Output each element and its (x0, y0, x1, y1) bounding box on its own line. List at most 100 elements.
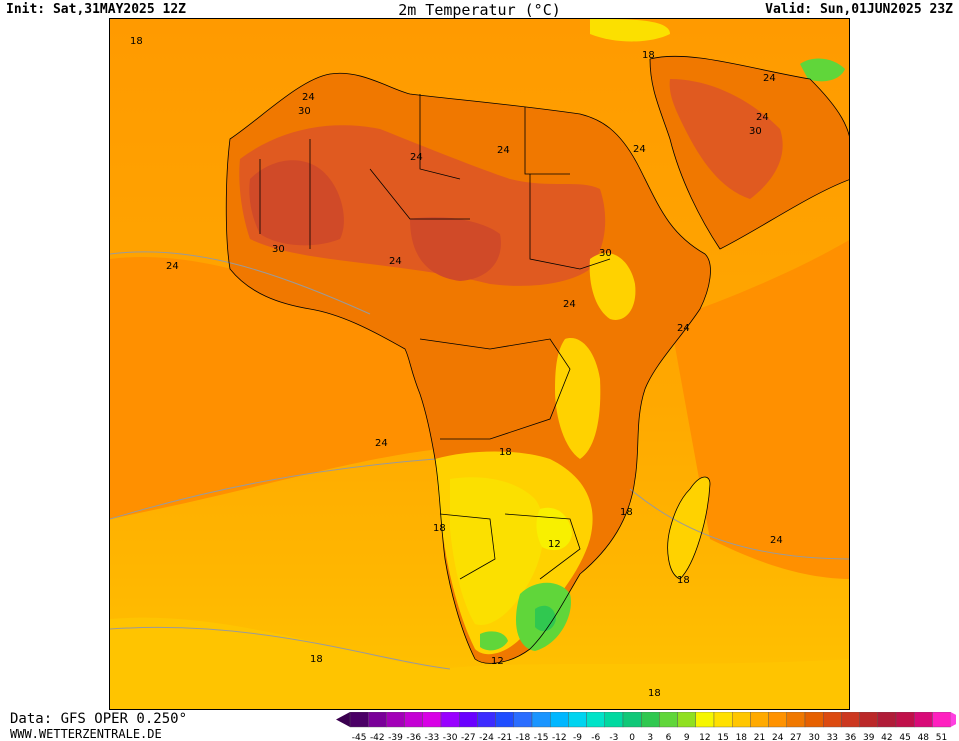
legend-tick-label: -42 (370, 733, 385, 741)
isotherm-24-atlantic (110, 251, 371, 315)
contour-label-18-mozambique: 18 (620, 507, 633, 518)
legend-tick-label: 33 (827, 733, 838, 741)
legend-swatch (877, 712, 897, 728)
contour-label-18-madagascar: 18 (677, 575, 690, 586)
legend-tick-label: 0 (629, 733, 635, 741)
legend-tick-label: -9 (573, 733, 582, 741)
legend-swatch (932, 712, 951, 728)
contour-label-24-central-africa: 24 (563, 299, 576, 310)
legend-tick-label: -12 (552, 733, 567, 741)
legend-swatch (549, 712, 569, 728)
legend-tick-label: 48 (918, 733, 930, 741)
legend-swatch (622, 712, 642, 728)
legend-tick-label: 9 (684, 733, 690, 741)
legend-tick-label: 30 (808, 733, 820, 741)
contour-label-24-libya: 24 (497, 145, 510, 156)
region-arabia-hot (669, 79, 783, 199)
legend-tick-label: -21 (497, 733, 512, 741)
legend-tick-label: 39 (863, 733, 875, 741)
contour-label-24-indian-ocean: 24 (770, 535, 783, 546)
valid-time-label: Valid: Sun,01JUN2025 23Z (765, 2, 953, 17)
legend-swatch (713, 712, 733, 728)
legend-tick-label: 45 (899, 733, 910, 741)
contour-labels: 18 24 30 24 24 24 18 24 24 30 30 24 24 30 24 24 24 18 18 18… (130, 36, 783, 699)
legend-tick-label: 18 (736, 733, 748, 741)
legend-swatch (841, 712, 860, 728)
border-sudan (529, 174, 611, 270)
legend-swatch (477, 712, 496, 728)
contour-label-12-cape: 12 (491, 656, 504, 667)
legend-tick-label: -30 (443, 733, 458, 741)
legend-swatch (641, 712, 660, 728)
legend-tick-label: 15 (717, 733, 728, 741)
data-source-label: Data: GFS OPER 0.250° (10, 711, 188, 727)
legend-tick-label: -24 (479, 733, 494, 741)
legend-tick-label: 12 (699, 733, 710, 741)
legend-tick-label: 6 (666, 733, 672, 741)
map-title: 2m Temperatur (°C) (398, 1, 561, 19)
coastline-madagascar (667, 476, 711, 580)
isotherm-24-indian (629, 488, 849, 560)
contour-label-18-namibia: 18 (433, 523, 446, 534)
legend-tick-label: -45 (352, 733, 367, 741)
country-borders (225, 55, 849, 664)
legend-swatch (458, 712, 478, 728)
contour-label-18-southern-ocean: 18 (648, 688, 661, 699)
legend-tick-label: -3 (609, 733, 618, 741)
border-southern-africa (439, 513, 581, 580)
legend-swatch (786, 712, 806, 728)
legend-tick-label: -18 (516, 733, 531, 741)
legend-swatch (750, 712, 769, 728)
legend-swatch (823, 712, 842, 728)
legend-tick-label: 21 (754, 733, 765, 741)
legend-tick-label: 51 (936, 733, 947, 741)
temperature-map-canvas: 18 24 30 24 24 24 18 24 24 30 30 24 24 30 24 24 24 18 18 18… (110, 19, 849, 709)
legend-tick-label: -39 (388, 733, 403, 741)
contour-label-18-northwest: 18 (130, 36, 143, 47)
legend-swatch (568, 712, 587, 728)
legend-swatch (695, 712, 715, 728)
region-asia-cold-pocket (800, 58, 845, 82)
legend-tick-label: -15 (534, 733, 549, 741)
legend-swatch (440, 712, 460, 728)
landmass-madagascar (667, 477, 710, 579)
legend-tick-label: -33 (425, 733, 440, 741)
region-sahara-hot (239, 125, 606, 286)
legend-above-range-arrow (950, 712, 956, 727)
region-east-africa-mild (555, 338, 601, 459)
website-label[interactable]: WWW.WETTERZENTRALE.DE (10, 727, 162, 741)
border-sahel (259, 139, 470, 249)
legend-swatch (422, 712, 442, 728)
contour-label-24-atlantic-north: 24 (166, 261, 179, 272)
border-libya-egypt (524, 107, 570, 175)
legend-tick-label: -36 (406, 733, 421, 741)
isotherm-lines (110, 251, 849, 670)
region-cape-cool (480, 631, 508, 651)
temperature-map[interactable]: 18 24 30 24 24 24 18 24 24 30 30 24 24 30 24 24 24 18 18 18… (109, 18, 850, 710)
contour-label-24-horn: 24 (677, 323, 690, 334)
legend-tick-label: -27 (461, 733, 476, 741)
legend-swatch (677, 712, 697, 728)
temperature-legend: -45 -42 -39 -36 -33 -30 -27 -24 -21 -18 -15 -12 -9 -6… (336, 712, 956, 741)
legend-swatch (349, 712, 369, 728)
init-time-label: Init: Sat,31MAY2025 12Z (6, 2, 187, 17)
region-anatolia-cool (590, 19, 670, 42)
legend-tick-label: -6 (591, 733, 600, 741)
contour-label-24-sahara-west: 24 (302, 92, 315, 103)
isotherm-18-south (110, 626, 451, 670)
legend-swatch (604, 712, 624, 728)
contour-label-30-senegal: 30 (272, 244, 285, 255)
legend-swatch (768, 712, 788, 728)
contour-label-18-eastern-med: 18 (642, 50, 655, 61)
legend-swatch (804, 712, 824, 728)
isotherm-24-south-atlantic (110, 458, 436, 520)
contour-label-24-atlantic-mid: 24 (375, 438, 388, 449)
contour-label-24-gulf: 24 (756, 112, 769, 123)
region-lesotho-cold-core (535, 605, 556, 632)
contour-label-30-gulf: 30 (749, 126, 762, 137)
legend-swatch (404, 712, 423, 728)
region-sudan-extreme (410, 217, 501, 281)
legend-swatch (586, 712, 606, 728)
region-ethiopia-mild (589, 253, 636, 320)
contour-label-18-atlantic-south: 18 (310, 654, 323, 665)
